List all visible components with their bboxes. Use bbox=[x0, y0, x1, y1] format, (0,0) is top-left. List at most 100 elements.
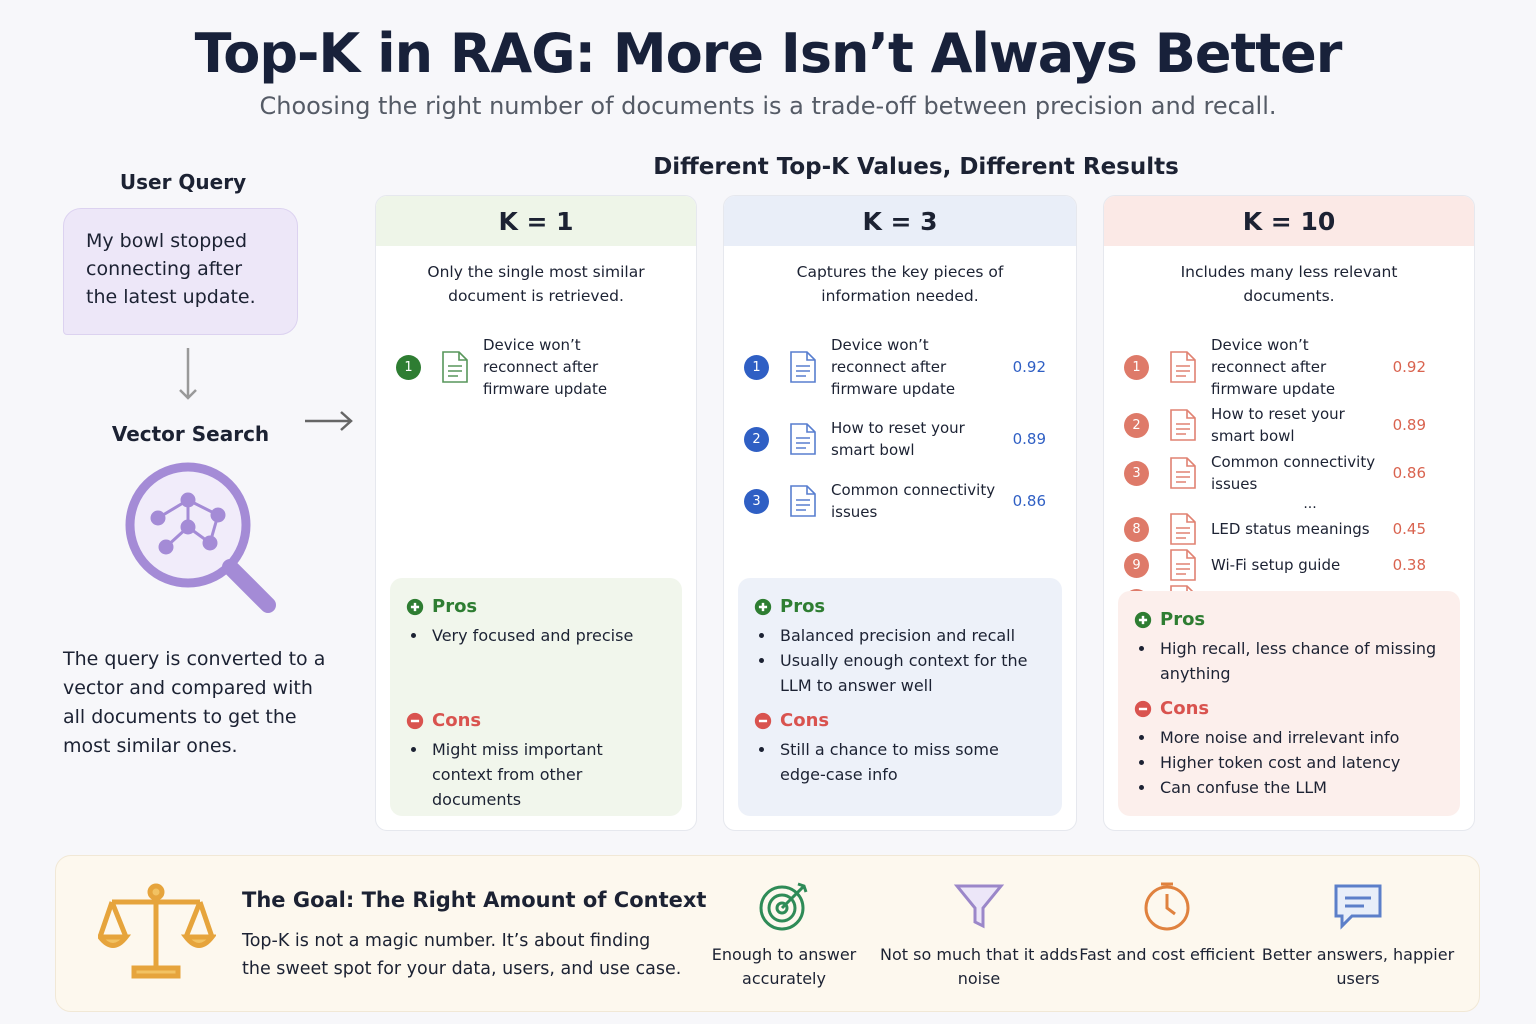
column: K = 3 Captures the key pieces of informat… bbox=[723, 195, 1077, 831]
pros-list: High recall, less chance of missing anyt… bbox=[1134, 636, 1444, 686]
scale-icon bbox=[98, 883, 216, 979]
doc-list: 1 Device won’t reconnect after firmware u… bbox=[1124, 334, 1456, 618]
column-title: K = 1 bbox=[376, 196, 696, 246]
rank-badge: 2 bbox=[1124, 412, 1149, 438]
doc-score: 0.45 bbox=[1392, 520, 1426, 538]
doc-icon bbox=[1169, 456, 1197, 490]
doc-item: 8 LED status meanings 0.45 bbox=[1124, 512, 1456, 546]
doc-score: 0.89 bbox=[1012, 430, 1046, 448]
doc-item: 9 Wi-Fi setup guide 0.38 bbox=[1124, 548, 1456, 582]
rank-badge: 3 bbox=[744, 488, 769, 514]
section-title: Different Top-K Values, Different Result… bbox=[653, 154, 1179, 180]
clock-icon bbox=[1144, 882, 1190, 931]
goal-title: The Goal: The Right Amount of Context bbox=[242, 888, 707, 912]
doc-title: Device won’t reconnect after firmware up… bbox=[1211, 336, 1336, 398]
goal-item-text: Not so much that it adds noise bbox=[880, 945, 1078, 988]
doc-title: Common connectivity issues bbox=[831, 481, 996, 521]
cons-icon bbox=[1134, 700, 1160, 718]
query-label: User Query bbox=[119, 170, 247, 194]
pros-label: Pros bbox=[1134, 609, 1444, 630]
rank-badge: 1 bbox=[1124, 354, 1149, 380]
pros-item: Usually enough context for the LLM to an… bbox=[776, 648, 1046, 698]
doc-item: 2 How to reset your smart bowl 0.89 bbox=[744, 416, 1058, 462]
rank-badge: 1 bbox=[396, 354, 421, 380]
doc-score: 0.92 bbox=[1012, 358, 1046, 376]
pros-cons-box: Pros Very focused and precise Cons Might mi… bbox=[390, 578, 682, 816]
cons-icon bbox=[406, 712, 432, 730]
doc-icon bbox=[1169, 548, 1197, 582]
cons-label: Cons bbox=[406, 710, 666, 731]
cons-item: Might miss important context from other … bbox=[428, 737, 666, 812]
doc-title: Device won’t reconnect after firmware up… bbox=[831, 336, 956, 398]
subtitle: Choosing the right number of documents i… bbox=[259, 92, 1277, 120]
column-summary: Captures the key pieces of information n… bbox=[796, 263, 1004, 305]
doc-title: LED status meanings bbox=[1211, 520, 1370, 538]
doc-list: 1 Device won’t reconnect after firmware u… bbox=[744, 334, 1058, 524]
cons-label: Cons bbox=[1134, 698, 1444, 719]
right-arrow bbox=[305, 411, 353, 431]
down-arrow bbox=[179, 348, 197, 400]
pros-label: Pros bbox=[754, 596, 1046, 617]
cons-list: More noise and irrelevant infoHigher tok… bbox=[1134, 725, 1444, 800]
doc-title: How to reset your smart bowl bbox=[831, 419, 965, 459]
cons-item: More noise and irrelevant info bbox=[1156, 725, 1444, 750]
goal-item: Fast and cost efficient bbox=[1067, 880, 1267, 967]
column: K = 10 Includes many less relevant docume… bbox=[1103, 195, 1475, 831]
doc-score: 0.92 bbox=[1392, 358, 1426, 376]
pros-label-text: Pros bbox=[432, 596, 478, 617]
pros-item: Very focused and precise bbox=[428, 623, 666, 648]
pros-list: Balanced precision and recallUsually eno… bbox=[754, 623, 1046, 698]
goal-panel bbox=[55, 855, 1480, 1012]
doc-score: 0.38 bbox=[1392, 556, 1426, 574]
search-icon bbox=[125, 462, 276, 613]
pros-item: Balanced precision and recall bbox=[776, 623, 1046, 648]
rank-badge: 8 bbox=[1124, 516, 1149, 542]
doc-title: Wi-Fi setup guide bbox=[1211, 556, 1341, 574]
cons-item: Can confuse the LLM bbox=[1156, 775, 1444, 800]
pros-list: Very focused and precise bbox=[406, 623, 666, 698]
pros-icon bbox=[754, 598, 780, 616]
cons-label-text: Cons bbox=[1160, 698, 1210, 719]
cons-list: Might miss important context from other … bbox=[406, 737, 666, 812]
goal-item-text: Enough to answer accurately bbox=[711, 945, 857, 988]
doc-item: 1 Device won’t reconnect after firmware u… bbox=[1124, 334, 1456, 400]
cons-icon bbox=[754, 712, 780, 730]
goal-item-text: Fast and cost efficient bbox=[1079, 945, 1255, 964]
doc-icon bbox=[441, 350, 469, 384]
rank-badge: 3 bbox=[1124, 460, 1149, 486]
chat-icon bbox=[1334, 884, 1382, 930]
column-title: K = 10 bbox=[1104, 196, 1474, 246]
goal-text: Top-K is not a magic number. It’s about … bbox=[242, 931, 682, 979]
column-title: K = 3 bbox=[724, 196, 1076, 246]
goal-item: Not so much that it adds noise bbox=[879, 880, 1079, 991]
cons-label: Cons bbox=[754, 710, 1046, 731]
doc-icon bbox=[789, 350, 817, 384]
cons-label-text: Cons bbox=[780, 710, 830, 731]
doc-score: 0.86 bbox=[1392, 464, 1426, 482]
doc-icon bbox=[1169, 512, 1197, 546]
doc-score: 0.86 bbox=[1012, 492, 1046, 510]
pros-item: High recall, less chance of missing anyt… bbox=[1156, 636, 1444, 686]
doc-title: Device won’t reconnect after firmware up… bbox=[483, 336, 608, 398]
doc-list: 1 Device won’t reconnect after firmware u… bbox=[396, 334, 678, 400]
column-summary: Only the single most similar document is… bbox=[427, 263, 645, 305]
funnel-icon bbox=[953, 884, 1005, 929]
pros-label: Pros bbox=[406, 596, 666, 617]
pros-cons-box: Pros Balanced precision and recallUsually… bbox=[738, 578, 1062, 816]
pros-cons-box: Pros High recall, less chance of missing … bbox=[1118, 591, 1460, 816]
doc-score: 0.89 bbox=[1392, 416, 1426, 434]
doc-icon bbox=[1169, 408, 1197, 442]
doc-title: How to reset your smart bowl bbox=[1211, 405, 1345, 445]
doc-title: Common connectivity issues bbox=[1211, 453, 1376, 493]
query-description: The query is converted to a vector and c… bbox=[63, 648, 326, 757]
goal-item-text: Better answers, happier users bbox=[1261, 945, 1455, 988]
cons-list: Still a chance to miss some edge-case in… bbox=[754, 737, 1046, 787]
cons-item: Higher token cost and latency bbox=[1156, 750, 1444, 775]
column: K = 1 Only the single most similar docume… bbox=[375, 195, 697, 831]
cons-item: Still a chance to miss some edge-case in… bbox=[776, 737, 1046, 787]
rank-badge: 9 bbox=[1124, 552, 1149, 578]
doc-item: 3 Common connectivity issues 0.86 bbox=[1124, 450, 1456, 496]
rank-badge: 2 bbox=[744, 426, 769, 452]
pros-icon bbox=[406, 598, 432, 616]
